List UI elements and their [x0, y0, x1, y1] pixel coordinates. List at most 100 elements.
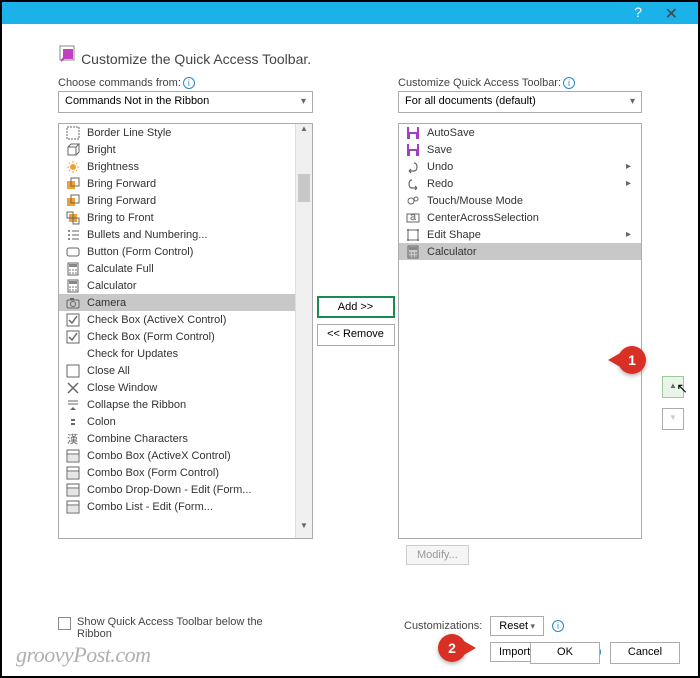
info-icon[interactable]: i — [563, 77, 575, 89]
list-item-label: Combo List - Edit (Form... — [87, 501, 306, 513]
undo-icon — [405, 160, 421, 174]
reset-button[interactable]: Reset — [490, 616, 544, 636]
list-item-label: AutoSave — [427, 127, 635, 139]
show-below-label: Show Quick Access Toolbar below the Ribb… — [77, 616, 298, 640]
scroll-down[interactable]: ▼ — [296, 521, 312, 538]
list-item-label: Calculator — [427, 246, 635, 258]
watermark: groovyPost.com — [16, 642, 151, 668]
list-item[interactable]: Edit Shape▸ — [399, 226, 641, 243]
border-icon — [65, 126, 81, 140]
calc-icon — [405, 245, 421, 259]
scroll-up[interactable]: ▲ — [296, 124, 312, 141]
list-item[interactable]: Combo Drop-Down - Edit (Form... — [59, 481, 312, 498]
show-below-checkbox[interactable] — [58, 617, 71, 630]
list-item-label: Bring to Front — [87, 212, 306, 224]
list-item[interactable]: Bring to Front — [59, 209, 312, 226]
submenu-indicator: ▸ — [626, 178, 631, 189]
list-item[interactable]: Bring Forward — [59, 175, 312, 192]
save-icon — [405, 126, 421, 140]
combo-icon — [65, 500, 81, 514]
close-icon — [65, 364, 81, 378]
list-item-label: Combo Box (ActiveX Control) — [87, 450, 306, 462]
move-up-button[interactable]: ▲ — [662, 376, 684, 398]
list-item[interactable]: Bright — [59, 141, 312, 158]
list-item-label: Edit Shape — [427, 229, 620, 241]
customize-qat-combo[interactable]: For all documents (default) — [398, 91, 642, 113]
list-item[interactable]: Calculator — [59, 277, 312, 294]
list-item-label: Close Window — [87, 382, 306, 394]
scrollbar[interactable]: ▲ ▼ — [295, 124, 312, 538]
list-item[interactable]: Button (Form Control) — [59, 243, 312, 260]
list-item[interactable]: Check Box (ActiveX Control) — [59, 311, 312, 328]
list-item[interactable]: Bring Forward|▸ — [59, 192, 312, 209]
shape-icon — [405, 228, 421, 242]
list-item[interactable]: Calculate Full — [59, 260, 312, 277]
list-item-label: Calculator — [87, 280, 306, 292]
sun-icon — [65, 160, 81, 174]
list-item[interactable]: Undo▸ — [399, 158, 641, 175]
list-item-label: Camera — [87, 297, 306, 309]
scroll-thumb[interactable] — [298, 174, 310, 202]
close-button[interactable]: ✕ — [665, 4, 678, 24]
list-item-label: Button (Form Control) — [87, 246, 306, 258]
list-item-label: Bright — [87, 144, 306, 156]
list-item[interactable]: Brightness▸ — [59, 158, 312, 175]
add-button[interactable]: Add >> — [317, 296, 395, 318]
help-button[interactable]: ? — [634, 4, 642, 20]
center-icon: a — [405, 211, 421, 225]
list-item-label: Calculate Full — [87, 263, 306, 275]
quick-access-icon — [58, 44, 78, 64]
info-icon[interactable]: i — [183, 77, 195, 89]
fwd-icon — [65, 194, 81, 208]
list-item[interactable]: Border Line Style▸ — [59, 124, 312, 141]
combo-icon — [65, 449, 81, 463]
list-item[interactable]: aCenterAcrossSelection — [399, 209, 641, 226]
list-item[interactable]: Combo Box (ActiveX Control) — [59, 447, 312, 464]
list-item[interactable]: Camera — [59, 294, 312, 311]
annotation-marker-1: 1 — [618, 346, 646, 374]
list-item-label: Close All — [87, 365, 306, 377]
list-item-label: Bullets and Numbering... — [87, 229, 306, 241]
list-item[interactable]: Collapse the Ribbon — [59, 396, 312, 413]
qat-listbox[interactable]: AutoSaveSaveUndo▸Redo▸Touch/Mouse ModeaC… — [398, 123, 642, 539]
list-item[interactable]: Close All — [59, 362, 312, 379]
list-item[interactable]: AutoSave — [399, 124, 641, 141]
list-item[interactable]: Check Box (Form Control) — [59, 328, 312, 345]
dialog-title: Customize the Quick Access Toolbar. — [81, 51, 311, 67]
list-item-label: Collapse the Ribbon — [87, 399, 306, 411]
list-item-label: Bring Forward — [87, 195, 288, 207]
choose-commands-combo[interactable]: Commands Not in the Ribbon — [58, 91, 313, 113]
list-item[interactable]: Bullets and Numbering... — [59, 226, 312, 243]
list-item[interactable]: Combo List - Edit (Form... — [59, 498, 312, 515]
commands-listbox[interactable]: Border Line Style▸ Bright Brightness▸ Bring… — [58, 123, 313, 539]
list-item[interactable]: Save — [399, 141, 641, 158]
list-item[interactable]: Touch/Mouse Mode — [399, 192, 641, 209]
list-item-label: Bring Forward — [87, 178, 306, 190]
svg-text:漢: 漢 — [67, 433, 78, 446]
list-item-label: Undo — [427, 161, 620, 173]
list-item[interactable]: Combo Box (Form Control) — [59, 464, 312, 481]
fwd-icon — [65, 177, 81, 191]
list-item[interactable]: Calculator — [399, 243, 641, 260]
check-icon — [65, 330, 81, 344]
list-item[interactable]: Redo▸ — [399, 175, 641, 192]
list-item-label: Check Box (ActiveX Control) — [87, 314, 306, 326]
combine-icon: 漢 — [65, 432, 81, 446]
front-icon — [65, 211, 81, 225]
list-item[interactable]: Colon — [59, 413, 312, 430]
check-icon — [65, 313, 81, 327]
annotation-marker-2: 2 — [438, 634, 466, 662]
list-item-label: Combine Characters — [87, 433, 306, 445]
cancel-button[interactable]: Cancel — [610, 642, 680, 664]
list-item[interactable]: 漢 Combine Characters — [59, 430, 312, 447]
info-icon[interactable]: i — [552, 620, 564, 632]
customizations-label: Customizations: — [404, 620, 482, 632]
remove-button[interactable]: << Remove — [317, 324, 395, 346]
list-item[interactable]: Check for Updates — [59, 345, 312, 362]
list-item-label: Check Box (Form Control) — [87, 331, 306, 343]
calc-icon — [65, 262, 81, 276]
ok-button[interactable]: OK — [530, 642, 600, 664]
move-down-button[interactable]: ▼ — [662, 408, 684, 430]
list-item[interactable]: Close Window — [59, 379, 312, 396]
combo-icon — [65, 483, 81, 497]
